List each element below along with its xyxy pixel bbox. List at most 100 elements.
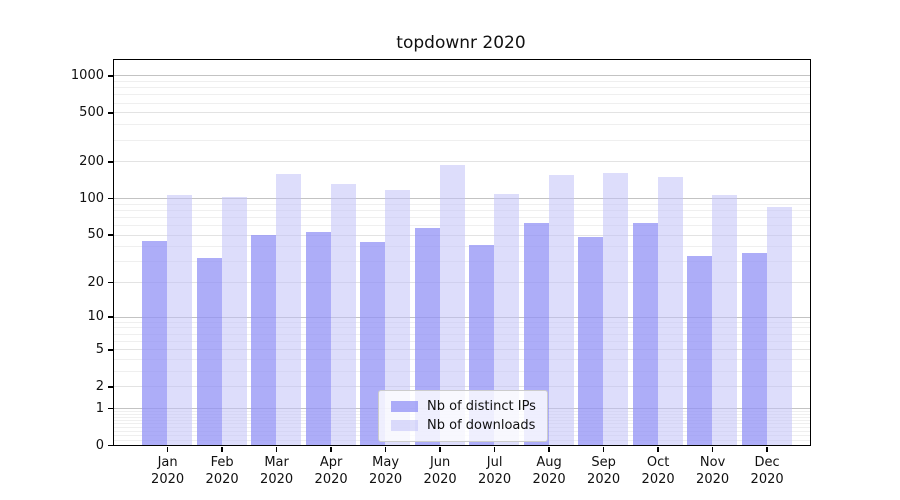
x-tick-label: Nov 2020: [681, 454, 745, 488]
x-tick-month: Mar: [264, 455, 289, 470]
x-tick-year: 2020: [641, 472, 675, 487]
y-tick-mark: [108, 407, 113, 410]
bar-downloads: [167, 195, 192, 445]
y-tick-label: 2: [95, 378, 104, 394]
y-gridline-minor: [114, 102, 810, 104]
x-tick-label: Mar 2020: [245, 454, 309, 488]
x-tick-mark: [221, 447, 223, 453]
legend-swatch-downloads: [391, 420, 418, 431]
x-tick-month: Sep: [591, 455, 616, 470]
x-tick-label: Oct 2020: [626, 454, 690, 488]
y-tick-label: 500: [79, 104, 104, 120]
y-tick-label: 0: [95, 437, 104, 453]
y-tick-mark: [108, 160, 113, 163]
y-tick-label: 20: [87, 274, 104, 290]
x-tick-month: May: [372, 455, 400, 470]
legend-label-downloads: Nb of downloads: [427, 418, 536, 433]
bar-downloads: [221, 196, 247, 445]
y-tick-mark: [108, 444, 113, 447]
y-gridline-minor: [114, 124, 810, 126]
y-tick-label: 1: [95, 400, 104, 416]
legend-item-downloads: Nb of downloads: [391, 416, 536, 435]
x-tick-year: 2020: [587, 472, 621, 487]
y-tick-mark: [108, 75, 113, 77]
y-tick-label: 200: [79, 153, 104, 169]
x-tick-mark: [548, 447, 550, 453]
legend-swatch-distinct-ips: [391, 401, 418, 412]
bar-downloads: [548, 174, 574, 445]
x-tick-mark: [493, 447, 496, 453]
y-gridline-major: [114, 75, 810, 77]
y-tick-label: 50: [87, 227, 104, 243]
y-tick-mark: [108, 386, 113, 388]
bar-distinct-ips: [251, 234, 276, 445]
bar-downloads: [657, 176, 683, 445]
x-tick-label: Jun 2020: [408, 454, 472, 488]
y-tick-mark: [108, 234, 113, 236]
y-tick-label: 5: [95, 341, 104, 357]
x-tick-year: 2020: [478, 472, 512, 487]
bar-distinct-ips: [305, 231, 331, 445]
x-tick-month: Jan: [157, 455, 178, 470]
legend: Nb of distinct IPs Nb of downloads: [378, 390, 548, 442]
y-gridline-minor: [114, 94, 810, 96]
x-tick-year: 2020: [696, 472, 730, 487]
x-tick-month: Aug: [536, 455, 562, 470]
x-tick-year: 2020: [750, 472, 784, 487]
x-tick-year: 2020: [260, 472, 294, 487]
x-tick-month: Feb: [210, 455, 234, 470]
x-tick-mark: [657, 447, 659, 453]
x-tick-month: Oct: [646, 455, 670, 470]
bar-distinct-ips: [632, 223, 658, 445]
bar-distinct-ips: [578, 236, 603, 445]
x-tick-year: 2020: [151, 472, 185, 487]
x-tick-label: Feb 2020: [190, 454, 254, 488]
y-gridline-minor: [114, 139, 810, 141]
y-tick-label: 10: [87, 309, 104, 325]
x-tick-label: Dec 2020: [735, 454, 799, 488]
x-tick-label: Jan 2020: [136, 454, 200, 488]
x-tick-mark: [330, 447, 332, 453]
bar-distinct-ips: [142, 241, 167, 445]
x-tick-mark: [166, 447, 169, 453]
x-tick-label: May 2020: [354, 454, 418, 488]
x-tick-mark: [766, 447, 768, 453]
x-tick-label: Jul 2020: [463, 454, 527, 488]
x-tick-year: 2020: [314, 472, 348, 487]
x-tick-month: Nov: [699, 455, 726, 470]
x-tick-month: Dec: [754, 455, 780, 470]
x-tick-month: Jul: [486, 455, 503, 470]
y-gridline-minor: [114, 80, 810, 82]
y-tick-mark: [108, 112, 113, 114]
x-tick-mark: [439, 447, 441, 453]
x-tick-mark: [711, 447, 714, 453]
bar-distinct-ips: [687, 256, 712, 445]
x-tick-year: 2020: [205, 472, 239, 487]
x-tick-label: Aug 2020: [517, 454, 581, 488]
y-tick-label: 100: [79, 190, 104, 206]
x-tick-mark: [275, 447, 278, 453]
x-tick-year: 2020: [532, 472, 566, 487]
y-gridline: [114, 161, 810, 163]
y-tick-mark: [108, 281, 113, 284]
y-tick-mark: [108, 197, 113, 200]
bar-downloads: [712, 194, 737, 445]
y-tick-label: 1000: [70, 67, 104, 83]
y-gridline-minor: [114, 87, 810, 89]
bar-distinct-ips: [741, 253, 767, 445]
x-tick-month: Apr: [319, 455, 343, 470]
chart-title: topdownr 2020: [396, 33, 526, 53]
y-tick-mark: [108, 316, 113, 319]
y-gridline: [114, 112, 810, 114]
x-tick-mark: [602, 447, 605, 453]
x-tick-label: Apr 2020: [299, 454, 363, 488]
x-tick-year: 2020: [423, 472, 457, 487]
x-tick-year: 2020: [369, 472, 403, 487]
legend-item-distinct-ips: Nb of distinct IPs: [391, 397, 536, 416]
plot-area: [113, 59, 811, 446]
x-tick-month: Jun: [429, 455, 451, 470]
y-tick-mark: [108, 348, 113, 351]
bar-downloads: [276, 174, 301, 445]
bar-downloads: [766, 206, 792, 445]
